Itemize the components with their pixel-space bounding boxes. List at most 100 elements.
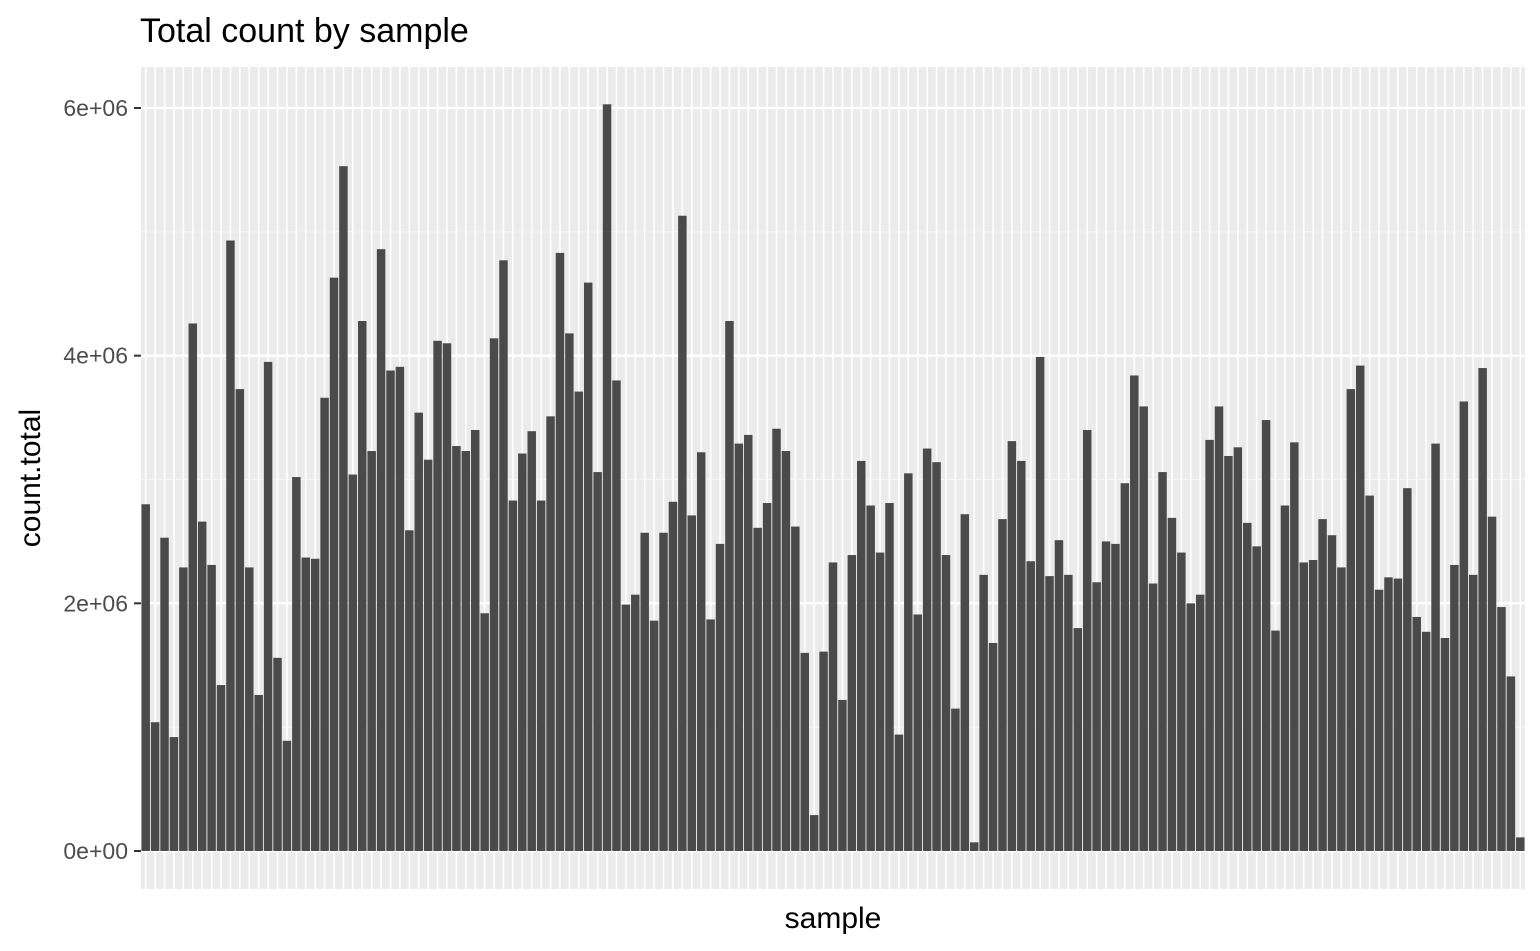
bar-sample-36 bbox=[470, 429, 480, 851]
bar-sample-108 bbox=[1148, 583, 1158, 851]
bar-sample-109 bbox=[1158, 472, 1167, 851]
bar-sample-83 bbox=[913, 614, 922, 851]
bar-sample-14 bbox=[263, 361, 273, 851]
bar-sample-98 bbox=[1054, 540, 1064, 851]
bar-sample-47 bbox=[574, 391, 584, 851]
y-axis-title: count.total bbox=[14, 409, 47, 547]
bar-sample-53 bbox=[631, 594, 640, 851]
bar-sample-126 bbox=[1318, 519, 1327, 851]
y-tick-label: 0e+00 bbox=[63, 838, 128, 864]
bar-sample-124 bbox=[1299, 562, 1308, 851]
bar-sample-63 bbox=[725, 320, 734, 851]
bar-sample-41 bbox=[518, 453, 527, 851]
bar-sample-15 bbox=[273, 657, 282, 851]
bar-sample-28 bbox=[395, 366, 405, 851]
bar-sample-87 bbox=[951, 708, 960, 851]
bar-sample-115 bbox=[1214, 406, 1224, 851]
bar-sample-91 bbox=[988, 642, 998, 851]
bar-sample-85 bbox=[932, 462, 941, 851]
bar-sample-146 bbox=[1506, 676, 1516, 851]
bar-sample-116 bbox=[1224, 455, 1233, 851]
bar-sample-32 bbox=[433, 340, 442, 851]
bar-sample-70 bbox=[791, 526, 800, 851]
bar-sample-142 bbox=[1468, 574, 1478, 851]
bar-sample-46 bbox=[565, 333, 574, 851]
bar-sample-72 bbox=[809, 815, 819, 851]
bar-sample-100 bbox=[1073, 628, 1083, 851]
bar-sample-95 bbox=[1026, 561, 1035, 851]
bar-sample-128 bbox=[1337, 567, 1346, 851]
bar-sample-133 bbox=[1384, 577, 1393, 851]
bar-sample-130 bbox=[1356, 365, 1365, 851]
bar-sample-140 bbox=[1450, 564, 1459, 851]
bar-sample-49 bbox=[593, 472, 602, 851]
bar-sample-12 bbox=[245, 567, 254, 851]
y-axis: 0e+00 2e+06 4e+06 6e+06 bbox=[63, 95, 141, 864]
bar-sample-139 bbox=[1440, 638, 1450, 851]
bar-sample-13 bbox=[254, 694, 263, 851]
bar-sample-69 bbox=[781, 451, 791, 851]
bar-sample-103 bbox=[1101, 541, 1111, 851]
bar-sample-27 bbox=[386, 370, 395, 851]
bar-sample-65 bbox=[744, 434, 753, 851]
y-tick-label: 2e+06 bbox=[63, 590, 128, 616]
bar-sample-102 bbox=[1092, 582, 1101, 851]
bar-sample-97 bbox=[1045, 576, 1054, 851]
bar-sample-93 bbox=[1007, 441, 1017, 851]
bar-sample-33 bbox=[442, 343, 452, 851]
bar-sample-80 bbox=[885, 503, 894, 851]
bar-sample-4 bbox=[169, 737, 179, 851]
bar-sample-1 bbox=[141, 504, 150, 851]
bar-sample-57 bbox=[668, 501, 678, 851]
bar-sample-16 bbox=[282, 740, 292, 851]
bar-sample-78 bbox=[866, 505, 875, 851]
bar-sample-96 bbox=[1035, 356, 1045, 851]
bar-sample-75 bbox=[838, 699, 847, 851]
bar-sample-135 bbox=[1403, 488, 1412, 851]
bar-sample-77 bbox=[857, 460, 866, 851]
bar-sample-144 bbox=[1487, 516, 1497, 851]
bar-sample-76 bbox=[847, 555, 857, 851]
y-tick-label: 4e+06 bbox=[63, 343, 128, 369]
bar-sample-104 bbox=[1111, 543, 1120, 851]
bar-sample-120 bbox=[1261, 420, 1271, 851]
bar-sample-56 bbox=[659, 532, 668, 851]
bar-sample-131 bbox=[1365, 495, 1374, 851]
bar-sample-9 bbox=[216, 685, 226, 851]
bar-sample-118 bbox=[1243, 522, 1252, 851]
bar-sample-6 bbox=[188, 323, 198, 852]
y-tick-label: 6e+06 bbox=[63, 95, 128, 121]
bar-sample-37 bbox=[480, 613, 489, 851]
bar-sample-25 bbox=[367, 451, 376, 851]
bar-sample-90 bbox=[979, 574, 988, 851]
bar-sample-84 bbox=[922, 448, 932, 851]
bar-sample-86 bbox=[941, 555, 951, 851]
bar-sample-24 bbox=[358, 320, 367, 851]
bar-sample-66 bbox=[753, 527, 762, 851]
bar-sample-143 bbox=[1478, 368, 1487, 851]
bar-sample-71 bbox=[800, 652, 809, 851]
bar-sample-20 bbox=[320, 397, 329, 851]
bar-sample-101 bbox=[1082, 429, 1092, 851]
bar-sample-48 bbox=[583, 282, 593, 852]
bar-sample-2 bbox=[150, 722, 160, 851]
bar-sample-129 bbox=[1346, 389, 1356, 851]
bar-sample-81 bbox=[894, 734, 904, 851]
bar-sample-62 bbox=[715, 543, 725, 851]
bar-sample-79 bbox=[875, 552, 885, 851]
bar-sample-31 bbox=[423, 459, 433, 851]
bar-sample-74 bbox=[828, 562, 838, 851]
bar-sample-18 bbox=[301, 557, 310, 851]
x-axis-title: sample bbox=[785, 902, 882, 935]
bar-sample-29 bbox=[405, 530, 414, 851]
bar-sample-61 bbox=[706, 619, 715, 851]
bar-sample-5 bbox=[179, 567, 188, 851]
bar-sample-112 bbox=[1186, 603, 1196, 851]
bar-sample-50 bbox=[602, 104, 612, 851]
bar-sample-111 bbox=[1177, 552, 1186, 851]
bar-sample-23 bbox=[348, 474, 358, 851]
bar-sample-94 bbox=[1017, 460, 1026, 851]
bar-sample-125 bbox=[1308, 559, 1318, 851]
chart-title: Total count by sample bbox=[140, 12, 469, 50]
